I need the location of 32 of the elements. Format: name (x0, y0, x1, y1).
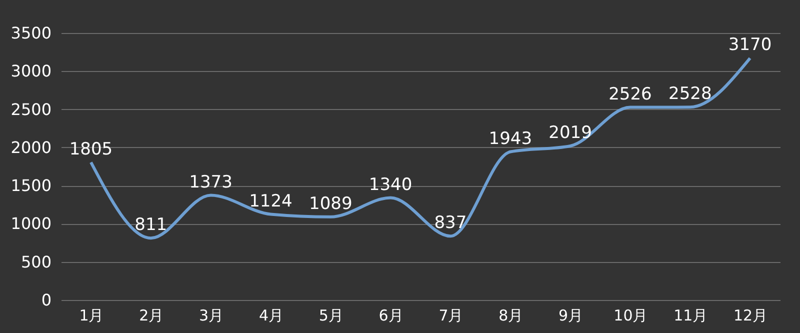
data-label: 1943 (488, 128, 532, 149)
x-tick-label: 7月 (438, 306, 464, 324)
y-tick-label: 1500 (10, 176, 52, 196)
data-label: 2528 (668, 84, 712, 104)
x-tick-label: 6月 (378, 306, 404, 324)
y-tick-label: 0 (41, 290, 52, 310)
data-label: 3170 (728, 35, 772, 56)
data-label: 2019 (548, 122, 592, 143)
data-label: 2526 (608, 84, 652, 104)
data-label: 1805 (69, 139, 113, 160)
y-tick-label: 3500 (10, 24, 52, 42)
data-label: 811 (134, 215, 168, 236)
x-tick-label: 2月 (139, 306, 164, 324)
x-tick-label: 9月 (558, 306, 584, 324)
x-tick-label: 10月 (614, 306, 648, 324)
y-tick-label: 2500 (10, 100, 52, 119)
data-label: 1340 (368, 174, 412, 195)
y-tick-label: 1000 (10, 214, 52, 234)
data-label: 1089 (308, 194, 352, 214)
y-tick-label: 2000 (10, 138, 52, 157)
x-tick-label: 11月 (674, 306, 708, 324)
data-label: 837 (434, 213, 467, 234)
x-tick-label: 5月 (318, 306, 344, 324)
x-tick-label: 8月 (498, 306, 524, 324)
x-tick-label: 4月 (258, 306, 284, 324)
x-tick-label: 3月 (199, 306, 224, 324)
x-tick-label: 12月 (733, 306, 768, 324)
data-label: 1124 (249, 191, 292, 212)
data-label: 1373 (189, 172, 232, 192)
x-tick-label: 1月 (79, 306, 104, 324)
y-tick-label: 3000 (10, 62, 52, 81)
y-tick-label: 500 (20, 252, 52, 272)
